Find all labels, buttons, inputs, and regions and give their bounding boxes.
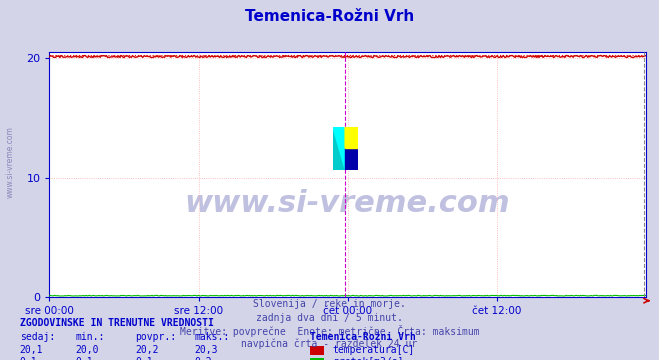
Text: 20,1: 20,1 <box>20 345 43 355</box>
Text: www.si-vreme.com: www.si-vreme.com <box>185 189 511 219</box>
Text: povpr.:: povpr.: <box>135 332 176 342</box>
Polygon shape <box>333 126 345 170</box>
Text: 0,1: 0,1 <box>135 357 153 360</box>
Text: min.:: min.: <box>76 332 105 342</box>
Text: 0,2: 0,2 <box>194 357 212 360</box>
Text: Temenica-Rožni Vrh: Temenica-Rožni Vrh <box>245 9 414 24</box>
Text: Temenica-Rožni Vrh: Temenica-Rožni Vrh <box>310 332 415 342</box>
Polygon shape <box>345 148 358 170</box>
Text: zadnja dva dni / 5 minut.: zadnja dva dni / 5 minut. <box>256 312 403 323</box>
Text: 20,0: 20,0 <box>76 345 100 355</box>
Text: sedaj:: sedaj: <box>20 332 55 342</box>
Text: 0,1: 0,1 <box>20 357 38 360</box>
Text: 20,2: 20,2 <box>135 345 159 355</box>
Text: www.si-vreme.com: www.si-vreme.com <box>5 126 14 198</box>
Polygon shape <box>345 126 358 148</box>
Text: temperatura[C]: temperatura[C] <box>333 345 415 355</box>
Polygon shape <box>345 126 358 148</box>
Text: 0,1: 0,1 <box>76 357 94 360</box>
Text: Slovenija / reke in morje.: Slovenija / reke in morje. <box>253 299 406 309</box>
Text: ZGODOVINSKE IN TRENUTNE VREDNOSTI: ZGODOVINSKE IN TRENUTNE VREDNOSTI <box>20 318 214 328</box>
Text: navpična črta - razdelek 24 ur: navpična črta - razdelek 24 ur <box>241 339 418 350</box>
Text: pretok[m3/s]: pretok[m3/s] <box>333 357 403 360</box>
Text: maks.:: maks.: <box>194 332 229 342</box>
Text: Meritve: povprečne  Enote: metrične  Črta: maksimum: Meritve: povprečne Enote: metrične Črta:… <box>180 325 479 337</box>
Text: 20,3: 20,3 <box>194 345 218 355</box>
Polygon shape <box>333 126 345 170</box>
